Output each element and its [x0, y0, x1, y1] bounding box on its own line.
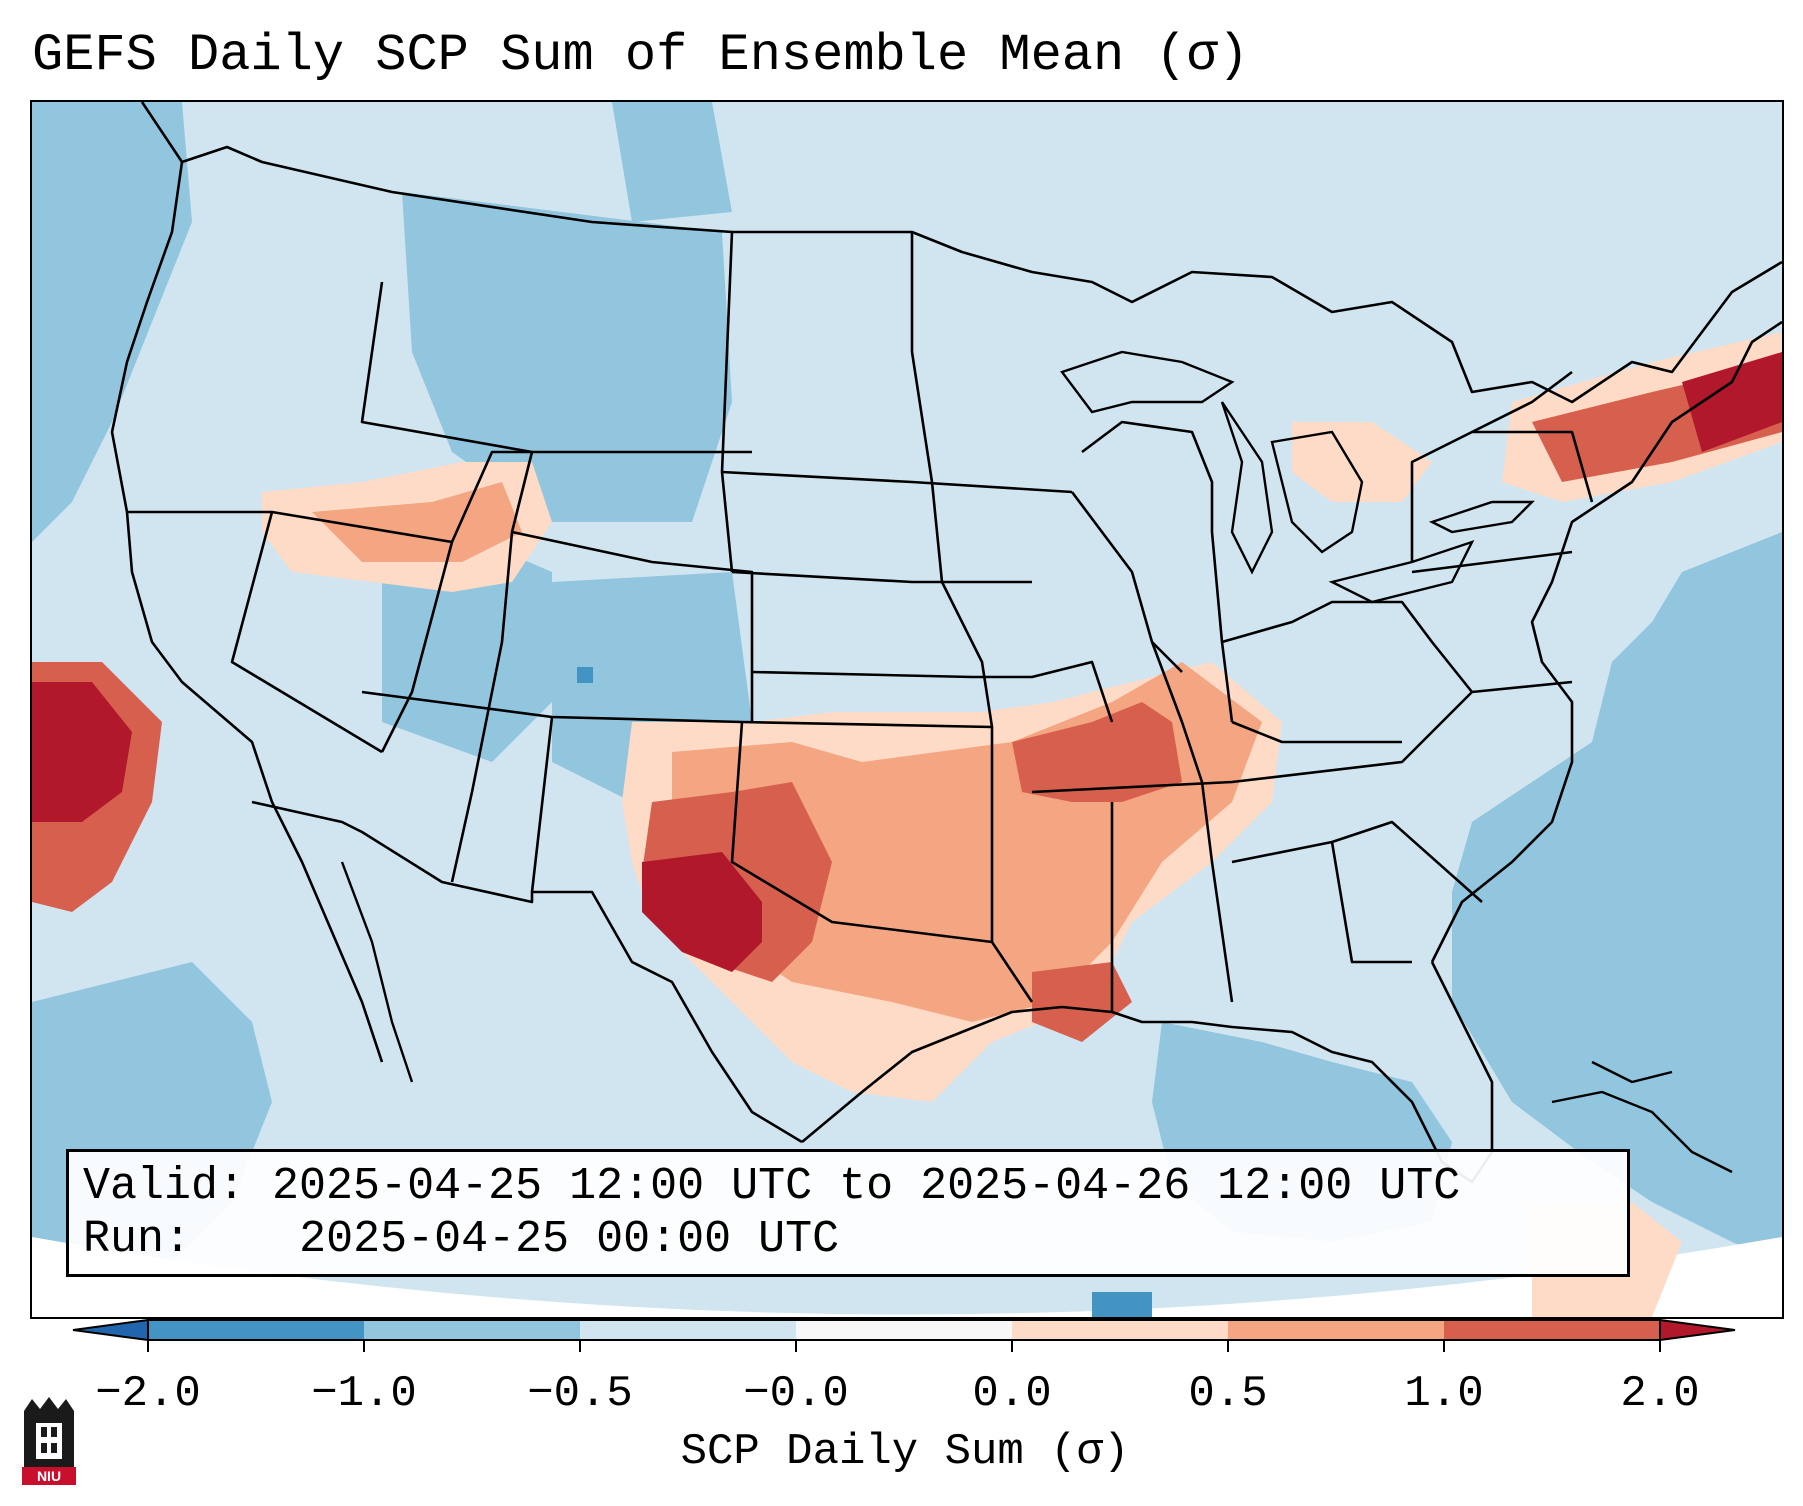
- northern-rockies-field-region: [402, 192, 732, 522]
- colorbar-bin: [1444, 1320, 1661, 1340]
- colorbar-bin: [1012, 1320, 1229, 1340]
- alberta-field-region: [612, 102, 732, 222]
- field-spot: [1092, 1292, 1152, 1317]
- colorbar-bins: [72, 1318, 1736, 1342]
- valid-value: 2025-04-25 12:00 UTC to 2025-04-26 12:00…: [272, 1161, 1461, 1212]
- colorbar-bin: [148, 1320, 365, 1340]
- atlantic-field-region: [1452, 532, 1782, 1262]
- colorbar-extend-min: [72, 1318, 149, 1342]
- valid-run-info-box: Valid: 2025-04-25 12:00 UTC to 2025-04-2…: [66, 1149, 1630, 1277]
- colorbar-bin: [1228, 1320, 1445, 1340]
- warm-anomaly-regions: [32, 332, 1782, 1317]
- colorbar-ticks: −2.0 −1.0 −0.5 −0.0 0.0 0.5 1.0 2.0: [95, 1340, 1700, 1419]
- colorbar-bin: [364, 1320, 581, 1340]
- run-label: Run:: [83, 1214, 192, 1265]
- colorbar-bin: [580, 1320, 797, 1340]
- colorbar-extend-max: [1659, 1318, 1736, 1342]
- field-spot: [577, 667, 593, 683]
- colorbar-tick-label: 2.0: [1620, 1369, 1699, 1419]
- colorbar-tick-label: 0.0: [972, 1369, 1051, 1419]
- valid-label: Valid:: [83, 1161, 246, 1212]
- pacific-north-field-region: [32, 102, 192, 542]
- projection-edge: [32, 1237, 1782, 1317]
- colorbar-tick-label: −0.5: [527, 1369, 633, 1419]
- colorbar-tick-label: −0.0: [743, 1369, 849, 1419]
- colorbar-axis-label: SCP Daily Sum (σ): [681, 1427, 1130, 1477]
- colorbar-tick-label: 1.0: [1404, 1369, 1483, 1419]
- logo-text: NIU: [37, 1468, 61, 1484]
- map-title: GEFS Daily SCP Sum of Ensemble Mean (σ): [32, 26, 1249, 85]
- run-value: 2025-04-25 00:00 UTC: [299, 1214, 840, 1265]
- great-basin-field-region: [382, 542, 552, 762]
- colorbar: −2.0 −1.0 −0.5 −0.0 0.0 0.5 1.0 2.0 SCP Daily S…: [72, 1318, 1736, 1477]
- colorbar-outline: [147, 1319, 1661, 1341]
- colorbar-tick-label: −1.0: [311, 1369, 417, 1419]
- map-panel: [30, 100, 1784, 1319]
- colorbar-tick-label: 0.5: [1188, 1369, 1267, 1419]
- scp-map: [32, 102, 1782, 1317]
- colorbar-tick-label: −2.0: [95, 1369, 201, 1419]
- niu-tower-logo-icon: NIU: [22, 1397, 76, 1485]
- field-background: [32, 102, 1782, 1317]
- colorbar-bin: [796, 1320, 1013, 1340]
- islands-and-baja: [340, 861, 1733, 1174]
- great-lakes: [1060, 350, 1535, 604]
